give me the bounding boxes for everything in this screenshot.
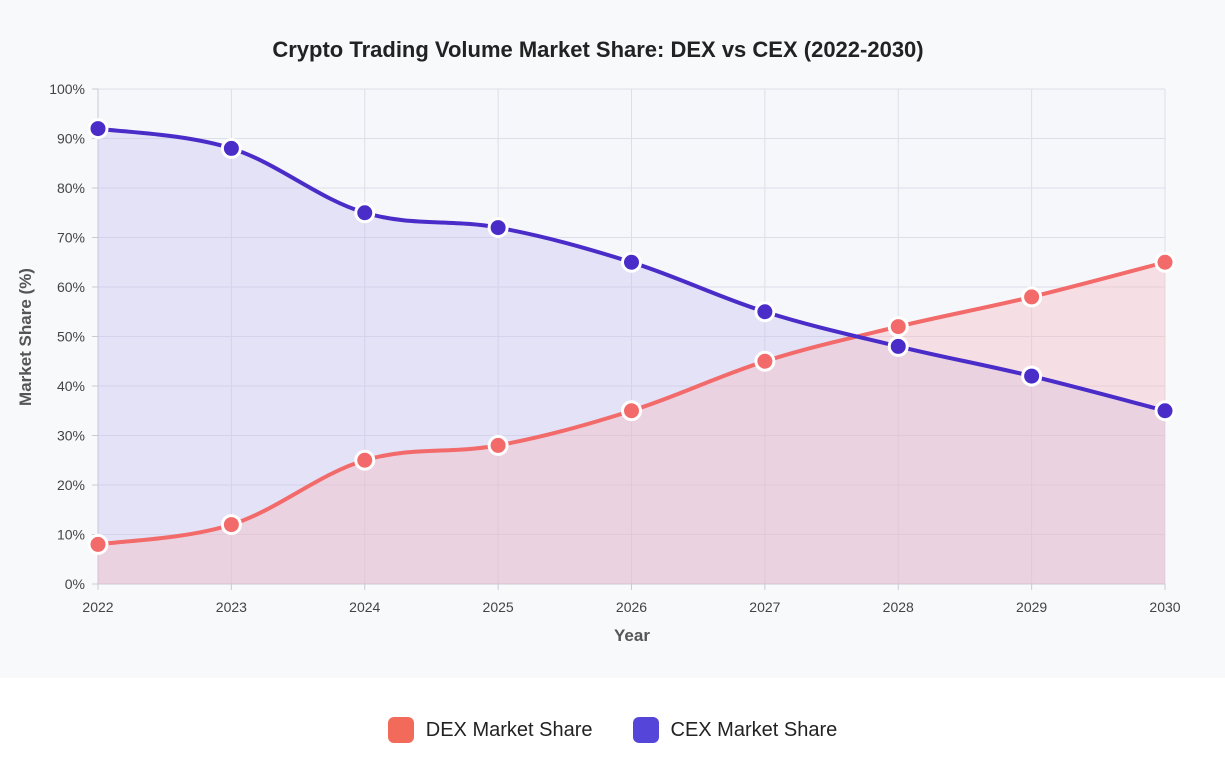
x-tick-label: 2029 [1016, 599, 1047, 615]
legend: DEX Market Share CEX Market Share [0, 700, 1225, 760]
x-tick-label: 2023 [216, 599, 247, 615]
chart-panel: 0% 10% 20% 30% 40% 50% 60% 70% 80% 90% 100% 2022 202… [16, 37, 1181, 645]
y-tick-label: 30% [57, 428, 85, 444]
x-axis-title: Year [614, 626, 650, 645]
x-tick-label: 2024 [349, 599, 380, 615]
data-point-dex [754, 350, 776, 372]
tick-labels: 0% 10% 20% 30% 40% 50% 60% 70% 80% 90% 100% 2022 202… [49, 81, 1181, 615]
legend-label-cex: CEX Market Share [670, 718, 838, 741]
data-point-dex [87, 533, 109, 555]
data-point-cex [354, 202, 376, 224]
data-point-cex [1154, 400, 1176, 422]
y-tick-label: 70% [57, 230, 85, 246]
y-tick-label: 40% [57, 378, 85, 394]
y-tick-label: 20% [57, 477, 85, 493]
data-point-cex [87, 118, 109, 140]
data-point-dex [1154, 251, 1176, 273]
y-tick-label: 90% [57, 131, 85, 147]
legend-item-dex[interactable]: DEX Market Share [387, 717, 593, 743]
y-tick-label: 60% [57, 279, 85, 295]
data-point-dex [1021, 286, 1043, 308]
data-point-dex [621, 400, 642, 422]
x-tick-label: 2027 [749, 599, 780, 615]
legend-swatch-cex [632, 717, 659, 743]
x-tick-label: 2028 [883, 599, 914, 615]
data-point-dex [487, 434, 509, 456]
x-tick-label: 2025 [483, 599, 514, 615]
data-point-cex [621, 251, 642, 273]
y-tick-label: 50% [57, 329, 85, 345]
legend-label-dex: DEX Market Share [425, 718, 593, 741]
x-tick-label: 2022 [82, 599, 113, 615]
data-point-cex [1021, 365, 1043, 387]
data-point-dex [220, 514, 242, 536]
data-points [87, 118, 1176, 555]
data-point-cex [487, 217, 509, 239]
y-tick-label: 0% [65, 576, 85, 592]
data-point-cex [220, 137, 242, 159]
line-chart: 0% 10% 20% 30% 40% 50% 60% 70% 80% 90% 100% 2022 202… [16, 37, 1181, 645]
legend-item-cex[interactable]: CEX Market Share [632, 717, 838, 743]
x-tick-label: 2030 [1149, 599, 1180, 615]
data-point-cex [887, 335, 909, 357]
x-tick-label: 2026 [616, 599, 647, 615]
y-tick-label: 80% [57, 180, 85, 196]
legend-swatch-dex [387, 717, 414, 743]
data-point-dex [354, 449, 376, 471]
chart-title: Crypto Trading Volume Market Share: DEX … [272, 37, 923, 62]
y-axis-title: Market Share (%) [16, 268, 35, 406]
data-point-cex [754, 301, 776, 323]
y-tick-label: 100% [49, 81, 85, 97]
y-tick-label: 10% [57, 527, 85, 543]
grid [92, 88, 1166, 590]
data-point-dex [887, 316, 909, 338]
